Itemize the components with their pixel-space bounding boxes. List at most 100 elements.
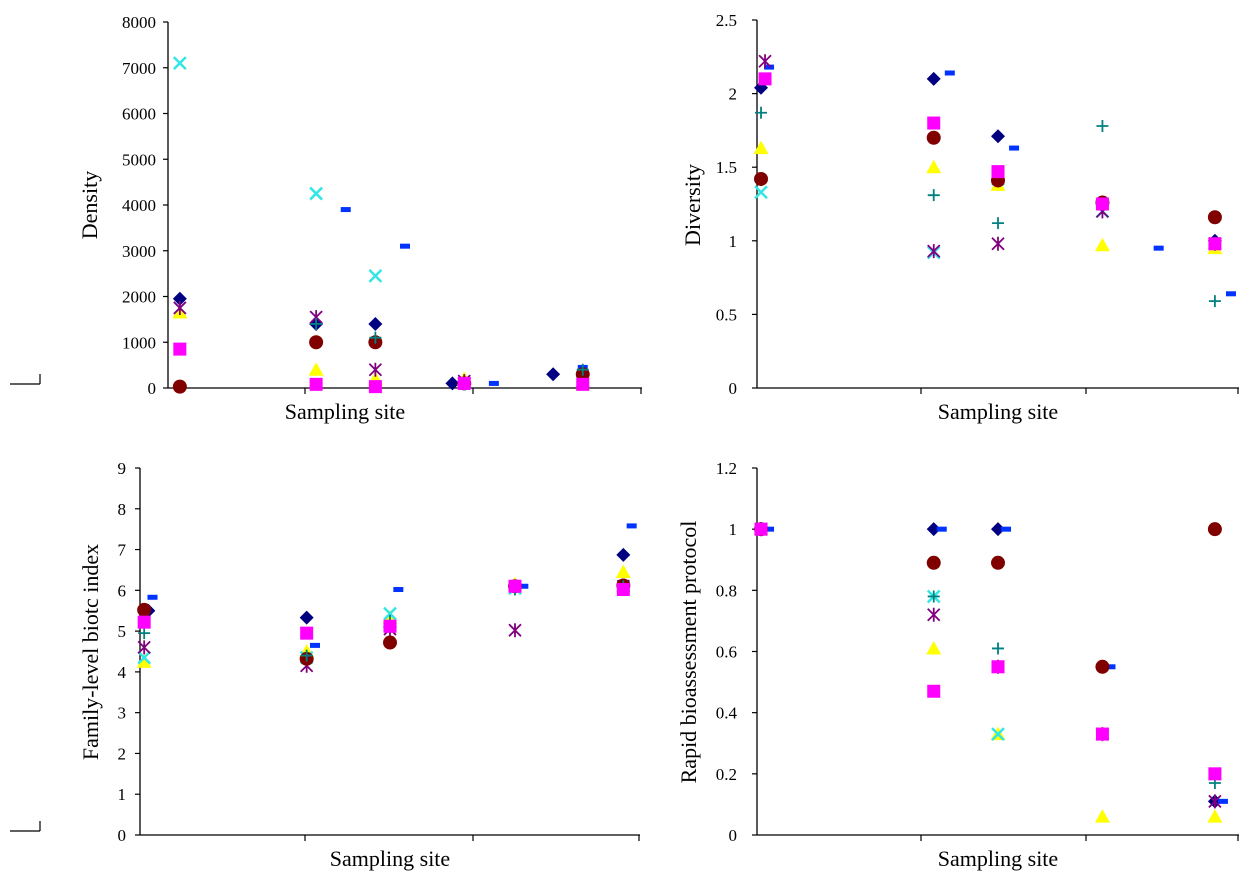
data-point [138, 627, 151, 640]
data-point [300, 626, 314, 640]
series-0 [754, 71, 1222, 248]
data-point [1095, 727, 1109, 741]
y-axis-label: Density [77, 171, 102, 239]
data-point [991, 660, 1005, 674]
y-tick-label: 0 [148, 379, 157, 398]
y-tick-label: 1000 [122, 333, 156, 352]
series-7 [758, 72, 1222, 251]
series-4 [758, 54, 1222, 259]
data-point [1207, 522, 1222, 537]
series-7 [173, 342, 590, 394]
y-axis-label: Diversity [680, 164, 705, 246]
data-point [368, 362, 383, 377]
y-tick-label: 2 [118, 744, 127, 763]
data-point [383, 606, 397, 621]
y-tick-label: 0.5 [716, 305, 737, 324]
data-point [172, 291, 187, 306]
y-tick-label: 4 [118, 663, 127, 682]
data-point [1208, 767, 1222, 781]
y-tick-label: 0.6 [716, 643, 737, 662]
data-point [457, 376, 471, 390]
data-point [368, 269, 383, 283]
data-point [1217, 798, 1228, 804]
y-tick-label: 2.5 [716, 11, 737, 30]
data-point [754, 185, 768, 200]
y-tick-label: 1.2 [716, 459, 737, 478]
y-tick-label: 0.8 [716, 581, 737, 600]
data-point [991, 129, 1005, 144]
data-point [300, 649, 313, 662]
series-5 [754, 130, 1222, 225]
series-2 [136, 564, 631, 668]
y-tick-label: 6 [118, 581, 127, 600]
data-point [137, 650, 152, 665]
y-tick-label: 1 [118, 785, 127, 804]
y-tick-label: 9 [118, 459, 127, 478]
series-2 [172, 305, 591, 391]
axis-break-mark [10, 374, 41, 385]
data-point [137, 615, 151, 629]
series-1 [174, 207, 588, 386]
y-tick-label: 1 [729, 232, 738, 251]
data-point [616, 583, 630, 597]
panel-diversity: 0 0.5 1 1.5 2 2.5 Diversity Sampling site [680, 11, 1239, 424]
x-axis-label: Sampling site [938, 846, 1058, 871]
data-point [1095, 659, 1110, 674]
data-point [383, 635, 397, 650]
data-point [1094, 237, 1110, 252]
data-point [576, 363, 589, 376]
data-point [754, 171, 769, 186]
series-1 [764, 526, 1228, 804]
y-tick-label: 7 [118, 541, 127, 560]
y-tick-label: 0 [729, 379, 738, 398]
y-tick-label: 3000 [122, 242, 156, 261]
y-tick-label: 4000 [122, 196, 156, 215]
data-point [1153, 245, 1164, 251]
data-point [368, 380, 382, 394]
data-point [926, 130, 941, 145]
series-0 [172, 291, 561, 391]
data-point [1208, 237, 1222, 251]
data-point [308, 362, 324, 376]
y-tick-label: 0.4 [716, 704, 738, 723]
data-point [340, 207, 351, 213]
data-point [927, 684, 941, 698]
data-point [310, 317, 323, 330]
data-point [172, 56, 187, 71]
series-7 [754, 522, 1222, 781]
series-2 [753, 521, 1223, 823]
y-tick-label: 5000 [122, 150, 156, 169]
y-tick-label: 1 [729, 520, 738, 539]
data-point [136, 654, 152, 668]
data-point [944, 70, 955, 76]
data-point [508, 579, 522, 593]
data-point [383, 619, 397, 633]
data-point [173, 342, 187, 356]
data-point [1208, 794, 1222, 809]
data-point [926, 71, 941, 86]
data-point [309, 186, 324, 201]
series-6 [173, 317, 589, 391]
data-point [137, 640, 151, 655]
series-4 [754, 522, 1222, 809]
data-point [368, 316, 383, 331]
data-point [508, 623, 522, 638]
y-tick-label: 8 [118, 500, 127, 519]
series-7 [137, 579, 630, 640]
series-0 [754, 522, 1222, 809]
data-point [753, 140, 769, 155]
data-point [137, 602, 152, 617]
data-point [616, 547, 631, 562]
data-point [991, 165, 1005, 179]
data-point [936, 526, 947, 532]
data-point [173, 300, 187, 315]
y-tick-label: 3 [118, 704, 127, 723]
y-tick-label: 0 [118, 826, 127, 845]
data-point [393, 587, 404, 593]
data-point [1207, 809, 1223, 823]
data-point [926, 640, 942, 655]
data-point [310, 642, 320, 648]
data-point [546, 367, 561, 382]
data-point [926, 522, 941, 537]
